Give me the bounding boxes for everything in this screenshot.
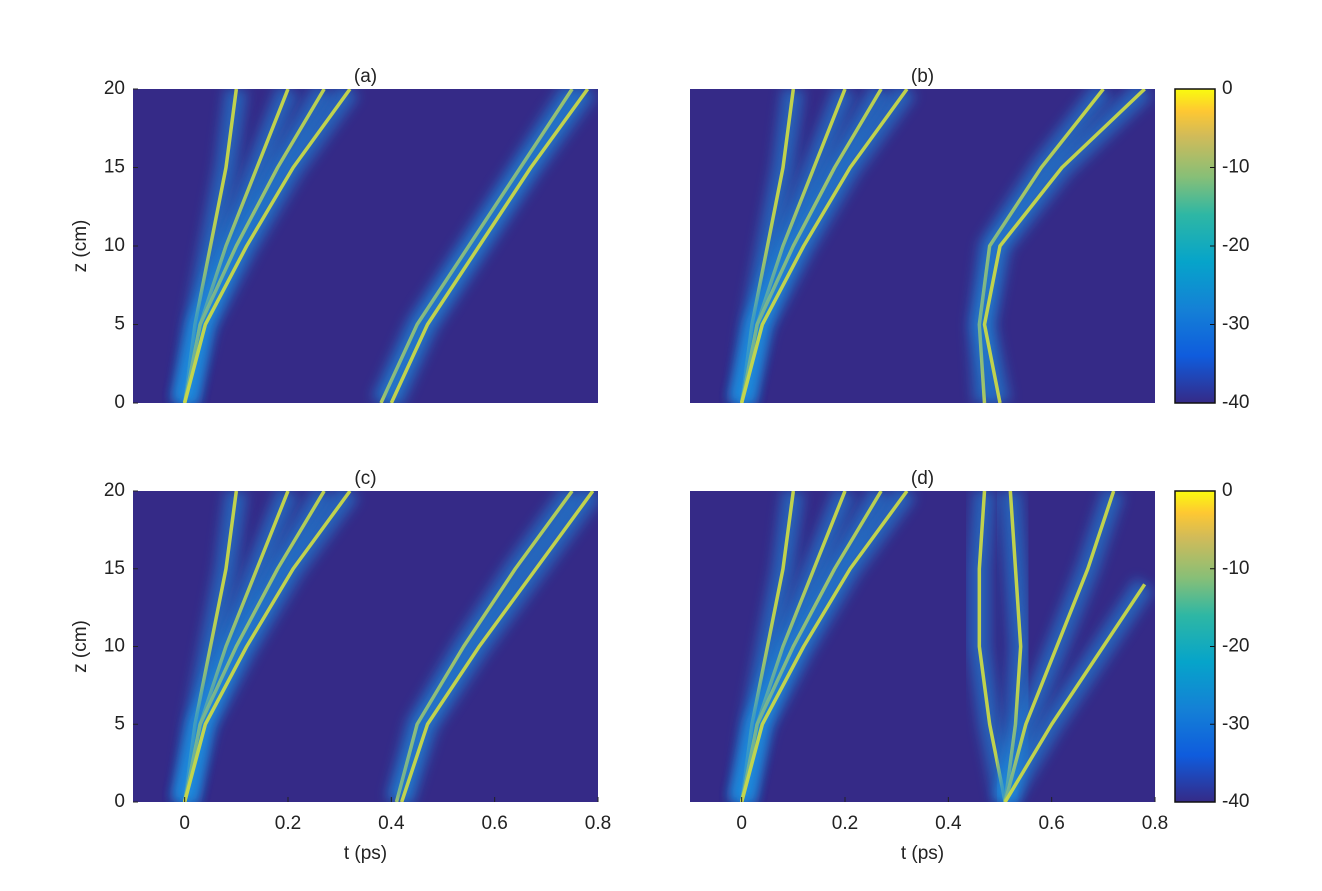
plot-content: [730, 89, 1153, 403]
colorbar: [1174, 88, 1216, 404]
colorbar-tick-label: -10: [1222, 558, 1249, 579]
colorbar-tick-label: -20: [1222, 235, 1249, 256]
x-axis-label: t (ps): [344, 843, 387, 864]
soliton-track: [1003, 491, 1116, 802]
y-tick-label: 15: [104, 558, 125, 579]
soliton-track: [182, 491, 352, 802]
x-axis-label: t (ps): [901, 843, 944, 864]
colorbar-tick-label: 0: [1222, 480, 1233, 501]
x-tick-label: 0: [179, 813, 190, 834]
y-tick-label: 10: [104, 235, 125, 256]
soliton-track: [977, 491, 1007, 802]
soliton-track: [739, 89, 909, 403]
soliton-track: [400, 491, 595, 802]
soliton-track: [389, 89, 590, 403]
y-axis-label: z (cm): [70, 620, 91, 673]
plot-content: [173, 89, 597, 403]
soliton-track: [1003, 583, 1147, 802]
x-tick-label: 0.8: [1142, 813, 1168, 834]
soliton-track: [182, 89, 352, 403]
soliton-track: [982, 89, 1146, 403]
soliton-track: [739, 491, 909, 802]
x-tick-label: 0.4: [935, 813, 962, 834]
plot-content: [730, 491, 1154, 802]
x-tick-label: 0.2: [275, 813, 301, 834]
x-tick-label: 0.2: [832, 813, 858, 834]
x-tick-label: 0.6: [481, 813, 507, 834]
y-axis-label: z (cm): [70, 220, 91, 273]
colorbar-tick-label: 0: [1222, 78, 1233, 99]
colorbar-tick-label: -40: [1222, 791, 1249, 812]
colorbar-tick-label: -30: [1222, 713, 1249, 734]
y-tick-label: 10: [104, 636, 125, 657]
panel-title: (d): [911, 468, 934, 489]
y-tick-label: 0: [114, 791, 125, 812]
plot-content: [173, 491, 598, 802]
colorbar-tick-label: -20: [1222, 636, 1249, 657]
x-tick-label: 0.8: [585, 813, 611, 834]
panel-title: (c): [354, 468, 376, 489]
y-tick-label: 0: [114, 392, 125, 413]
colorbar: [1174, 490, 1216, 803]
panel-title: (b): [911, 66, 934, 87]
y-tick-label: 20: [104, 78, 125, 99]
colorbar-tick-label: -30: [1222, 314, 1249, 335]
y-tick-label: 5: [114, 713, 125, 734]
x-tick-label: 0: [736, 813, 747, 834]
panel-title: (a): [354, 66, 377, 87]
x-tick-label: 0.4: [378, 813, 405, 834]
colorbar-tick-label: -10: [1222, 157, 1249, 178]
colorbar-tick-label: -40: [1222, 392, 1249, 413]
x-tick-label: 0.6: [1038, 813, 1064, 834]
y-tick-label: 20: [104, 480, 125, 501]
y-tick-label: 5: [114, 314, 125, 335]
y-tick-label: 15: [104, 157, 125, 178]
